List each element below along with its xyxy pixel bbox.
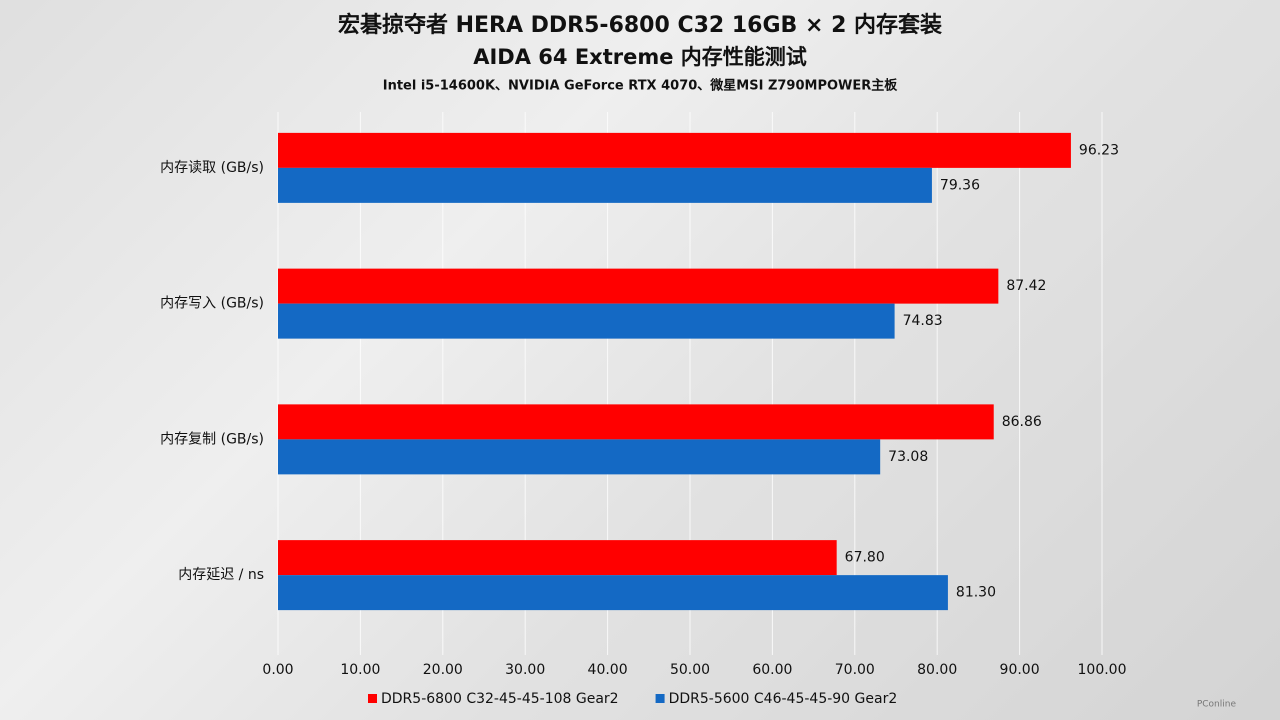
bar xyxy=(278,268,999,304)
x-tick-label: 30.00 xyxy=(505,662,545,678)
chart-caption: Intel i5-14600K、NVIDIA GeForce RTX 4070、… xyxy=(383,78,899,94)
value-label: 86.86 xyxy=(1002,414,1042,430)
value-label: 79.36 xyxy=(940,177,980,193)
legend-swatch xyxy=(368,694,377,703)
legend-swatch xyxy=(655,694,665,703)
value-label: 81.30 xyxy=(956,585,996,601)
bar xyxy=(278,167,932,203)
chart-subtitle: AIDA 64 Extreme 内存性能测试 xyxy=(473,45,807,69)
x-tick-label: 80.00 xyxy=(917,662,957,678)
bar xyxy=(278,132,1071,168)
y-tick-label: 内存写入 (GB/s) xyxy=(160,296,264,312)
x-tick-label: 100.00 xyxy=(1078,662,1127,678)
value-label: 73.08 xyxy=(888,449,928,465)
bar xyxy=(278,303,895,339)
y-tick-label: 内存读取 (GB/s) xyxy=(160,159,264,176)
chart-title: 宏碁掠夺者 HERA DDR5-6800 C32 16GB × 2 内存套装 xyxy=(338,12,942,38)
legend-label: DDR5-6800 C32-45-45-108 Gear2 xyxy=(381,691,619,707)
bar xyxy=(278,575,948,611)
watermark: PConline xyxy=(1197,700,1237,710)
legend-label: DDR5-5600 C46-45-45-90 Gear2 xyxy=(669,691,898,707)
y-tick-label: 内存复制 (GB/s) xyxy=(160,430,264,447)
value-label: 87.42 xyxy=(1006,278,1046,294)
bar xyxy=(278,404,994,440)
x-tick-label: 0.00 xyxy=(262,662,293,678)
x-tick-label: 10.00 xyxy=(340,662,380,678)
value-label: 67.80 xyxy=(845,550,885,566)
bar xyxy=(278,540,837,576)
x-tick-label: 70.00 xyxy=(835,662,875,678)
x-tick-label: 20.00 xyxy=(423,662,463,678)
x-tick-label: 40.00 xyxy=(588,662,628,678)
value-label: 74.83 xyxy=(903,313,943,329)
x-tick-label: 60.00 xyxy=(752,662,792,678)
x-tick-label: 50.00 xyxy=(670,662,710,678)
bar xyxy=(278,439,881,475)
y-tick-label: 内存延迟 / ns xyxy=(178,567,264,583)
x-tick-label: 90.00 xyxy=(1000,662,1040,678)
value-label: 96.23 xyxy=(1079,142,1119,158)
